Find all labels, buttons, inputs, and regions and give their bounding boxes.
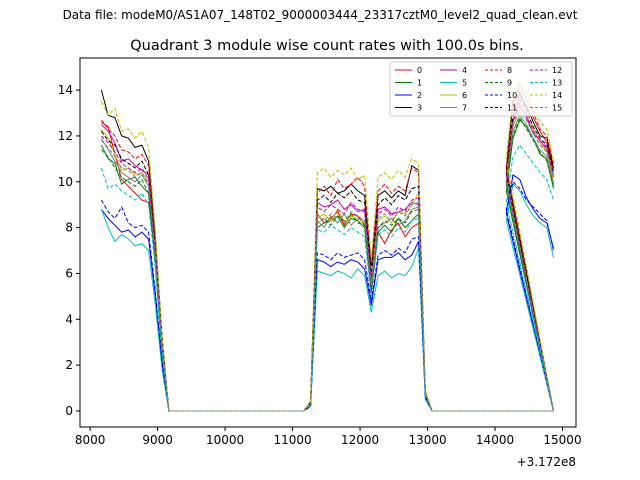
series-line-1 — [100, 118, 555, 412]
data-file-label: Data file: modeM0/AS1A07_148T02_90000034… — [63, 8, 578, 22]
legend-label-11: 11 — [507, 104, 517, 113]
y-tick-label: 4 — [65, 312, 73, 326]
series-line-10 — [100, 180, 555, 412]
y-tick-label: 6 — [65, 266, 73, 280]
x-tick-label: 11000 — [273, 433, 311, 447]
x-offset-label: +3.172e8 — [517, 455, 576, 469]
legend-frame — [389, 61, 573, 117]
series-line-2 — [100, 174, 555, 412]
y-tick-label: 10 — [58, 175, 73, 189]
chart-title: Quadrant 3 module wise count rates with … — [130, 38, 524, 54]
legend-label-5: 5 — [462, 79, 467, 88]
series-line-5 — [100, 183, 555, 412]
legend-label-12: 12 — [552, 66, 562, 75]
x-axis: 8000 9000 10000 11000 12000 13000 14000 15000 — [75, 427, 582, 447]
series-layer — [100, 82, 555, 412]
legend-label-6: 6 — [462, 91, 467, 100]
series-line-0 — [101, 90, 555, 412]
legend-label-15: 15 — [552, 104, 562, 113]
legend-label-3: 3 — [417, 104, 422, 113]
series-line-9 — [101, 116, 555, 412]
series-line-15 — [101, 112, 555, 412]
series-line-8 — [100, 84, 555, 412]
legend-label-1: 1 — [417, 79, 422, 88]
series-line-13 — [100, 144, 555, 412]
x-tick-label: 12000 — [341, 433, 379, 447]
y-axis: 0 2 4 6 8 10 12 14 — [58, 83, 80, 418]
legend-label-2: 2 — [417, 91, 422, 100]
x-tick-label: 13000 — [408, 433, 446, 447]
y-tick-label: 14 — [58, 83, 73, 97]
series-line-12 — [101, 105, 555, 412]
x-tick-label: 9000 — [142, 433, 173, 447]
series-line-3 — [100, 89, 555, 412]
y-tick-label: 0 — [65, 404, 73, 418]
y-tick-label: 12 — [58, 129, 73, 143]
legend-label-14: 14 — [552, 91, 562, 100]
legend-label-9: 9 — [507, 79, 512, 88]
legend-label-4: 4 — [462, 66, 467, 75]
x-tick-label: 10000 — [206, 433, 244, 447]
y-tick-label: 2 — [65, 358, 73, 372]
x-tick-label: 8000 — [75, 433, 106, 447]
series-line-6 — [100, 107, 555, 412]
legend-label-8: 8 — [507, 66, 512, 75]
legend-label-10: 10 — [507, 91, 517, 100]
series-line-14 — [100, 82, 555, 412]
legend-label-13: 13 — [552, 79, 562, 88]
x-tick-label: 14000 — [476, 433, 514, 447]
y-tick-label: 8 — [65, 221, 73, 235]
x-tick-label: 15000 — [543, 433, 581, 447]
series-line-7 — [100, 114, 555, 412]
plot-frame — [79, 57, 577, 428]
legend-label-7: 7 — [462, 104, 467, 113]
series-line-11 — [100, 98, 555, 412]
legend-label-0: 0 — [417, 66, 422, 75]
